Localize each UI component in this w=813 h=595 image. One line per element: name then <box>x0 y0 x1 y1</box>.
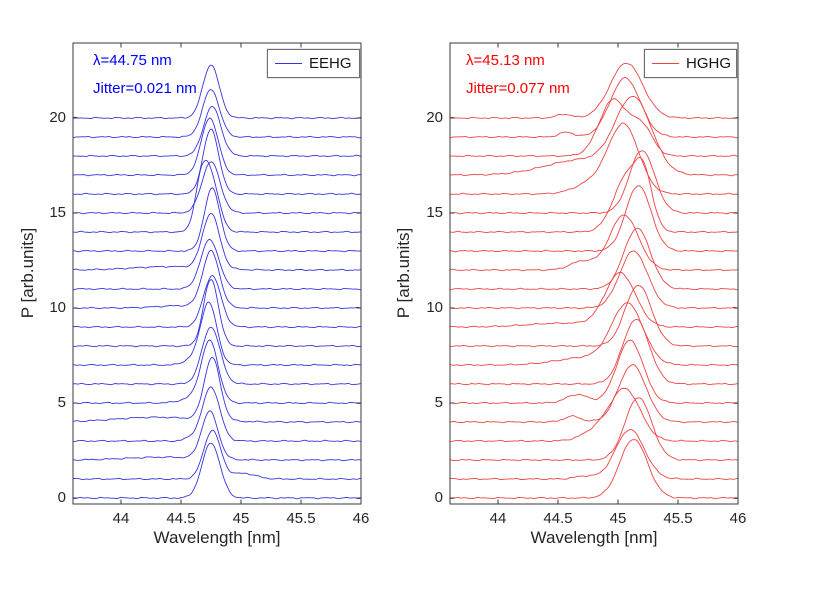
hghg-y-tick-label: 20 <box>426 109 443 126</box>
eehg-spectrum-trace <box>72 442 362 500</box>
eehg-spectrum-trace <box>72 339 362 405</box>
hghg-spectrum-trace <box>449 319 739 386</box>
hghg-spectrum-trace <box>449 429 739 481</box>
eehg-spectrum-trace <box>72 89 362 139</box>
hghg-y-tick-label: 5 <box>434 394 443 411</box>
hghg-spectrum-trace <box>449 339 739 405</box>
hghg-y-tick-label: 0 <box>434 489 443 506</box>
eehg-spectrum-trace <box>73 279 362 348</box>
eehg-axes-box <box>72 42 362 505</box>
eehg-x-tick-label: 45 <box>232 510 250 527</box>
hghg-x-tick-label: 44 <box>489 510 507 527</box>
hghg-x-tick-label: 44.5 <box>543 510 573 527</box>
eehg-spectrum-trace <box>72 239 362 291</box>
hghg-legend-line-sample <box>652 63 679 64</box>
hghg-spectrum-trace <box>449 364 739 424</box>
hghg-x-tick-label: 45 <box>609 510 627 527</box>
hghg-spectrum-trace <box>449 302 739 367</box>
hghg-spectrum-trace <box>449 96 739 177</box>
hghg-y-tick-label: 15 <box>426 204 443 221</box>
eehg-spectrum-trace <box>72 386 362 443</box>
hghg-spectrum-trace <box>449 150 739 215</box>
hghg-spectrum-trace <box>449 271 739 329</box>
eehg-spectrum-trace <box>72 275 362 329</box>
eehg-x-tick-label: 44 <box>112 510 130 527</box>
hghg-x-tick-label: 46 <box>729 510 747 527</box>
eehg-x-tick-label: 46 <box>352 510 370 527</box>
eehg-spectrum-trace <box>72 161 362 215</box>
eehg-spectrum-trace <box>73 159 362 234</box>
eehg-spectrum-trace <box>72 64 362 120</box>
eehg-x-tick-label: 44.5 <box>166 510 196 527</box>
hghg-jitter-annotation: Jitter=0.077 nm <box>466 80 570 97</box>
eehg-legend-line-sample <box>275 63 302 64</box>
hghg-spectrum-trace <box>449 250 739 310</box>
eehg-lambda-annotation: λ=44.75 nm <box>93 52 172 69</box>
hghg-spectrum-trace <box>449 98 739 158</box>
eehg-jitter-annotation: Jitter=0.021 nm <box>93 80 197 97</box>
eehg-spectrum-trace <box>72 326 362 386</box>
hghg-x-axis-label: Wavelength [nm] <box>530 528 658 547</box>
eehg-x-tick-label: 45.5 <box>286 510 316 527</box>
eehg-y-tick-label: 0 <box>57 489 66 506</box>
hghg-spectrum-trace <box>449 397 739 462</box>
eehg-y-tick-label: 5 <box>57 394 66 411</box>
eehg-spectrum-trace <box>72 410 362 462</box>
eehg-spectrum-trace <box>72 106 362 158</box>
eehg-spectrum-trace <box>72 187 361 253</box>
hghg-axes-box <box>449 42 739 505</box>
hghg-spectrum-trace <box>449 439 739 500</box>
hghg-spectrum-trace <box>449 185 738 253</box>
hghg-legend: HGHG <box>644 49 737 78</box>
hghg-spectrum-trace <box>449 76 739 139</box>
hghg-x-tick-label: 45.5 <box>663 510 693 527</box>
eehg-legend: EEHG <box>267 49 360 78</box>
hghg-spectrum-trace <box>449 62 739 120</box>
eehg-spectrum-trace <box>72 128 362 196</box>
eehg-y-tick-label: 10 <box>49 299 66 316</box>
hghg-spectrum-trace <box>449 214 739 272</box>
hghg-spectrum-trace <box>449 387 739 442</box>
eehg-y-tick-label: 20 <box>49 109 66 126</box>
eehg-spectrum-trace <box>72 429 362 481</box>
eehg-spectrum-trace <box>72 357 362 424</box>
hghg-y-tick-label: 10 <box>426 299 443 316</box>
hghg-spectrum-trace <box>449 122 739 196</box>
eehg-y-tick-label: 15 <box>49 204 66 221</box>
eehg-x-axis-label: Wavelength [nm] <box>153 528 281 547</box>
eehg-spectrum-trace <box>72 301 362 367</box>
hghg-legend-label: HGHG <box>686 55 731 72</box>
eehg-spectrum-trace <box>72 249 362 310</box>
hghg-lambda-annotation: λ=45.13 nm <box>466 52 545 69</box>
eehg-spectrum-trace <box>72 117 362 177</box>
hghg-spectrum-trace <box>450 157 739 234</box>
eehg-spectrum-trace <box>72 213 362 271</box>
hghg-spectrum-trace <box>450 285 739 348</box>
eehg-legend-label: EEHG <box>309 55 352 72</box>
hghg-spectrum-trace <box>449 227 739 291</box>
